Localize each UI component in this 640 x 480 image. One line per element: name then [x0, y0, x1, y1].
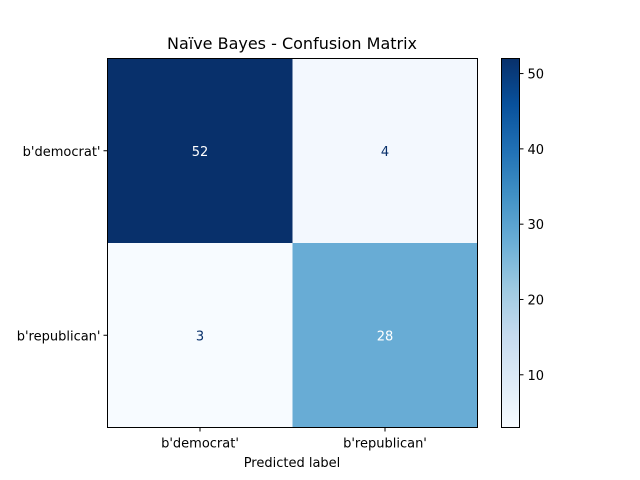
cell-value-label: 52	[192, 145, 209, 160]
heatmap-cells	[107, 58, 478, 428]
heatmap-cell-labels: 52 4 3 28	[192, 145, 394, 345]
cell-value-label: 28	[377, 329, 394, 344]
y-tick-label: b'republican'	[17, 329, 101, 344]
colorbar-tick-label: 40	[528, 143, 545, 158]
y-tick-label: b'democrat'	[23, 145, 101, 160]
colorbar-tick-label: 30	[528, 218, 545, 233]
plot-frame	[107, 58, 478, 428]
cell-value-label: 3	[196, 329, 204, 344]
heatmap-cell	[107, 243, 293, 428]
chart-title: Naïve Bayes - Confusion Matrix	[167, 34, 417, 53]
x-tick-label: b'democrat'	[161, 437, 239, 452]
colorbar	[501, 58, 520, 428]
y-axis-ticks: b'democrat' b'republican'	[17, 145, 108, 344]
colorbar-ticks: 10 20 30 40 50	[519, 68, 545, 384]
heatmap-cell	[107, 58, 293, 243]
colorbar-tick-label: 10	[528, 369, 545, 384]
heatmap-cell	[292, 58, 478, 243]
heatmap-cell	[292, 243, 478, 428]
x-axis-ticks: b'democrat' b'republican'	[161, 427, 427, 452]
x-axis-label: Predicted label	[244, 456, 341, 471]
cell-value-label: 4	[381, 145, 389, 160]
colorbar-tick-label: 50	[528, 68, 545, 83]
x-tick-label: b'republican'	[343, 437, 427, 452]
colorbar-tick-label: 20	[528, 293, 545, 308]
